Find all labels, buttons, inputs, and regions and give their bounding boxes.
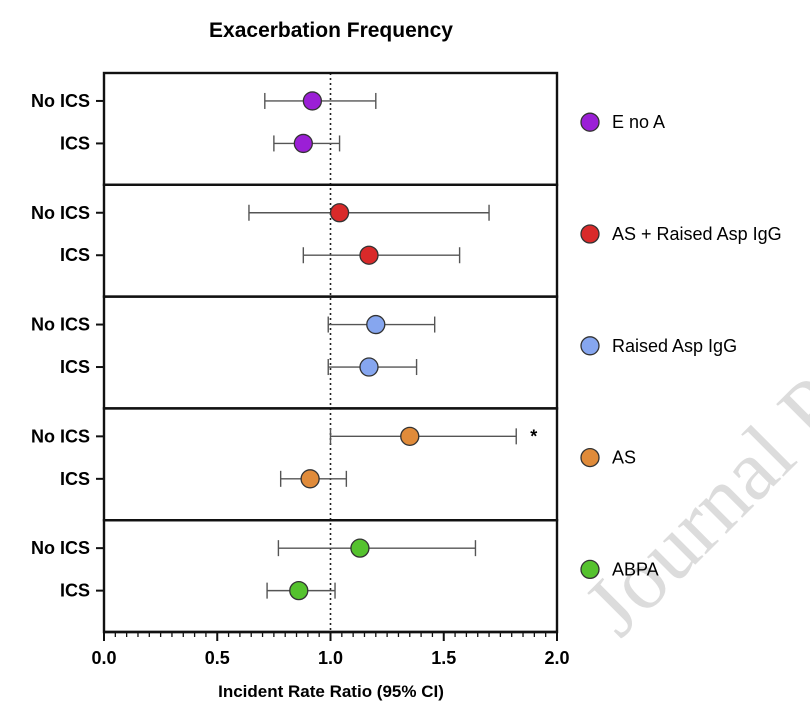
row-label: ICS xyxy=(60,245,90,265)
point-estimate xyxy=(289,580,309,601)
x-tick-label: 0.5 xyxy=(205,648,230,668)
point-estimate xyxy=(359,245,379,265)
point-estimate xyxy=(300,469,320,489)
x-tick-label: 1.5 xyxy=(431,648,456,668)
row-label: ICS xyxy=(60,133,90,153)
panel-as-raised-asp-igg: No ICS ICS AS + Raised Asp IgG xyxy=(31,183,782,298)
row-label: No ICS xyxy=(31,538,90,558)
significance-marker: * xyxy=(530,426,537,446)
panel-abpa: No ICS ICS ABPA xyxy=(31,519,659,634)
point-estimate xyxy=(293,133,313,154)
point-estimate xyxy=(350,538,370,558)
legend-marker xyxy=(580,336,600,356)
x-tick-label: 0.0 xyxy=(91,648,116,668)
point-estimate xyxy=(329,203,350,223)
legend-marker xyxy=(580,112,600,132)
x-axis-label: Incident Rate Ratio (95% CI) xyxy=(218,682,444,701)
row-label: ICS xyxy=(60,581,90,601)
watermark: Journal P xyxy=(566,358,810,654)
legend-label: AS xyxy=(612,448,636,468)
panel-e-no-a: No ICS ICS E no A xyxy=(31,71,665,187)
panel-as: No ICS * ICS AS xyxy=(31,407,636,522)
panel-frame xyxy=(102,519,559,634)
row-label: No ICS xyxy=(31,203,90,223)
row-label: No ICS xyxy=(31,91,90,111)
chart-title: Exacerbation Frequency xyxy=(209,19,453,42)
row-label: ICS xyxy=(60,469,90,489)
legend-label: Raised Asp IgG xyxy=(612,336,737,356)
legend-label: AS + Raised Asp IgG xyxy=(612,224,782,244)
legend-marker xyxy=(580,559,600,580)
point-estimate xyxy=(400,426,420,447)
row-label: No ICS xyxy=(31,315,90,335)
point-estimate xyxy=(366,314,386,335)
row-label: No ICS xyxy=(31,426,90,446)
legend-label: ABPA xyxy=(612,559,659,579)
point-estimate xyxy=(302,91,323,111)
panel-raised-asp-igg: No ICS ICS Raised Asp IgG xyxy=(31,295,737,410)
point-estimate xyxy=(359,357,379,377)
x-tick-label: 2.0 xyxy=(544,648,569,668)
legend-label: E no A xyxy=(612,112,665,132)
legend-marker xyxy=(580,224,600,244)
x-tick-label: 1.0 xyxy=(318,648,343,668)
legend-marker xyxy=(580,447,600,468)
row-label: ICS xyxy=(60,357,90,377)
